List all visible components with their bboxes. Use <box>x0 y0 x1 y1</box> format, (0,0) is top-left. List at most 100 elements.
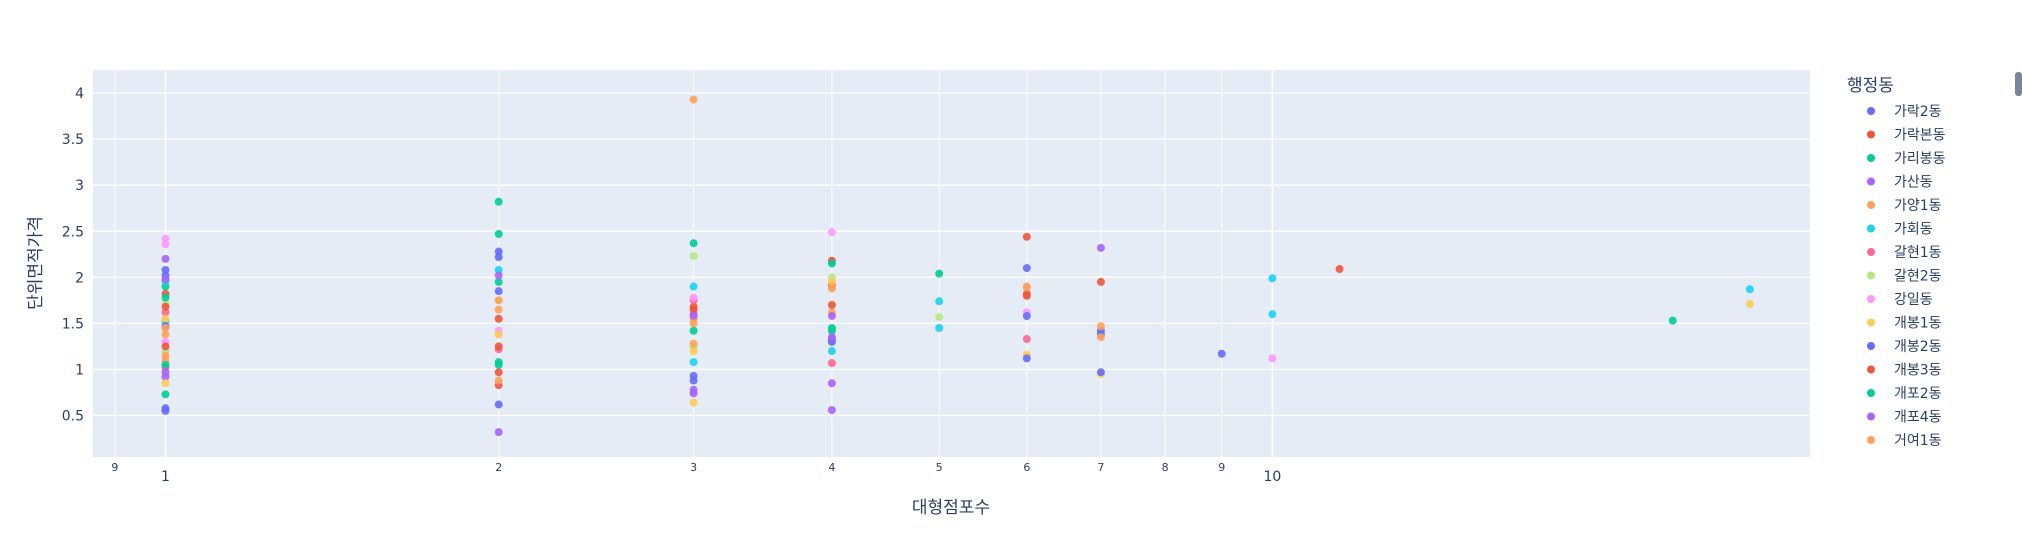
data-point[interactable] <box>494 358 503 367</box>
data-point[interactable] <box>494 230 503 239</box>
data-point[interactable] <box>689 347 698 356</box>
data-point[interactable] <box>689 293 698 302</box>
data-points[interactable] <box>161 95 1754 437</box>
data-point[interactable] <box>161 342 170 351</box>
legend-item-label[interactable]: 가산동 <box>1894 175 1933 191</box>
data-point[interactable] <box>1022 283 1031 292</box>
data-point[interactable] <box>161 254 170 263</box>
data-point[interactable] <box>161 324 170 332</box>
data-point[interactable] <box>1335 265 1344 274</box>
data-point[interactable] <box>161 234 170 243</box>
data-point[interactable] <box>494 400 503 409</box>
data-point[interactable] <box>161 368 170 377</box>
legend-item-label[interactable]: 개봉1동 <box>1894 316 1942 332</box>
data-point[interactable] <box>1096 368 1105 377</box>
data-point[interactable] <box>494 342 503 351</box>
data-point[interactable] <box>494 428 503 437</box>
data-point[interactable] <box>494 330 503 339</box>
data-point[interactable] <box>161 360 170 369</box>
data-point[interactable] <box>1022 289 1031 298</box>
data-point[interactable] <box>689 398 698 407</box>
legend-item-label[interactable]: 개봉2동 <box>1894 339 1942 355</box>
legend-item-label[interactable]: 가리봉동 <box>1894 151 1946 167</box>
data-point[interactable] <box>689 326 698 335</box>
legend-item-label[interactable]: 강일동 <box>1894 292 1933 308</box>
data-point[interactable] <box>161 351 170 360</box>
data-point[interactable] <box>689 376 698 385</box>
data-point[interactable] <box>935 324 944 332</box>
data-point[interactable] <box>161 308 170 317</box>
data-point[interactable] <box>827 333 836 342</box>
data-point[interactable] <box>827 326 836 335</box>
legend-item-label[interactable]: 갈현1동 <box>1894 245 1942 261</box>
legend[interactable]: 행정동 가락2동가락본동가리봉동가산동가양1동가회동갈현1동갈현2동강일동개봉1… <box>1847 76 1946 449</box>
data-point[interactable] <box>161 240 170 249</box>
data-point[interactable] <box>689 385 698 394</box>
data-point[interactable] <box>494 277 503 286</box>
data-point[interactable] <box>1096 322 1105 331</box>
data-point[interactable] <box>1022 232 1031 241</box>
legend-scrollbar[interactable] <box>2015 72 2022 96</box>
data-point[interactable] <box>827 300 836 309</box>
data-point[interactable] <box>689 305 698 314</box>
data-point[interactable] <box>494 253 503 262</box>
data-point[interactable] <box>1745 300 1754 309</box>
data-point[interactable] <box>161 275 170 284</box>
data-point[interactable] <box>1096 333 1105 342</box>
data-point[interactable] <box>161 265 170 274</box>
data-point[interactable] <box>161 282 170 291</box>
legend-item-label[interactable]: 가양1동 <box>1894 198 1942 214</box>
data-point[interactable] <box>1745 285 1754 294</box>
legend-item-label[interactable]: 가락본동 <box>1894 128 1946 144</box>
data-point[interactable] <box>494 265 503 274</box>
data-point[interactable] <box>689 339 698 348</box>
legend-item-label[interactable]: 개포4동 <box>1894 410 1942 426</box>
legend-item-label[interactable]: 개봉3동 <box>1894 363 1942 379</box>
data-point[interactable] <box>1096 277 1105 286</box>
data-point[interactable] <box>161 302 170 311</box>
data-point[interactable] <box>935 297 944 306</box>
data-point[interactable] <box>161 404 170 413</box>
data-point[interactable] <box>161 293 170 302</box>
legend-item-label[interactable]: 개포2동 <box>1894 386 1942 402</box>
data-point[interactable] <box>827 228 836 237</box>
data-point[interactable] <box>494 247 503 256</box>
data-point[interactable] <box>494 305 503 314</box>
data-point[interactable] <box>161 379 170 388</box>
data-point[interactable] <box>689 252 698 261</box>
legend-item-label[interactable]: 가락2동 <box>1894 104 1942 120</box>
data-point[interactable] <box>1217 349 1226 358</box>
legend-item-label[interactable]: 가회동 <box>1894 222 1933 238</box>
data-point[interactable] <box>494 368 503 377</box>
data-point[interactable] <box>827 359 836 368</box>
data-point[interactable] <box>827 379 836 388</box>
data-point[interactable] <box>161 330 170 339</box>
data-point[interactable] <box>1268 310 1277 319</box>
data-point[interactable] <box>494 287 503 296</box>
data-point[interactable] <box>827 312 836 321</box>
data-point[interactable] <box>494 197 503 206</box>
data-point[interactable] <box>494 271 503 280</box>
data-point[interactable] <box>1022 354 1031 363</box>
data-point[interactable] <box>935 269 944 278</box>
data-point[interactable] <box>1022 335 1031 344</box>
data-point[interactable] <box>689 239 698 248</box>
data-point[interactable] <box>827 347 836 356</box>
data-point[interactable] <box>827 284 836 293</box>
data-point[interactable] <box>1096 243 1105 252</box>
legend-item-label[interactable]: 갈현2동 <box>1894 269 1942 285</box>
data-point[interactable] <box>494 314 503 323</box>
data-point[interactable] <box>161 390 170 399</box>
data-point[interactable] <box>689 319 698 328</box>
data-point[interactable] <box>689 95 698 104</box>
data-point[interactable] <box>1022 312 1031 321</box>
legend-item-label[interactable]: 거여1동 <box>1894 433 1942 449</box>
data-point[interactable] <box>1268 354 1277 363</box>
data-point[interactable] <box>689 312 698 321</box>
data-point[interactable] <box>1022 264 1031 273</box>
data-point[interactable] <box>827 406 836 415</box>
data-point[interactable] <box>494 296 503 305</box>
data-point[interactable] <box>1668 316 1677 325</box>
data-point[interactable] <box>689 358 698 367</box>
data-point[interactable] <box>1268 274 1277 283</box>
